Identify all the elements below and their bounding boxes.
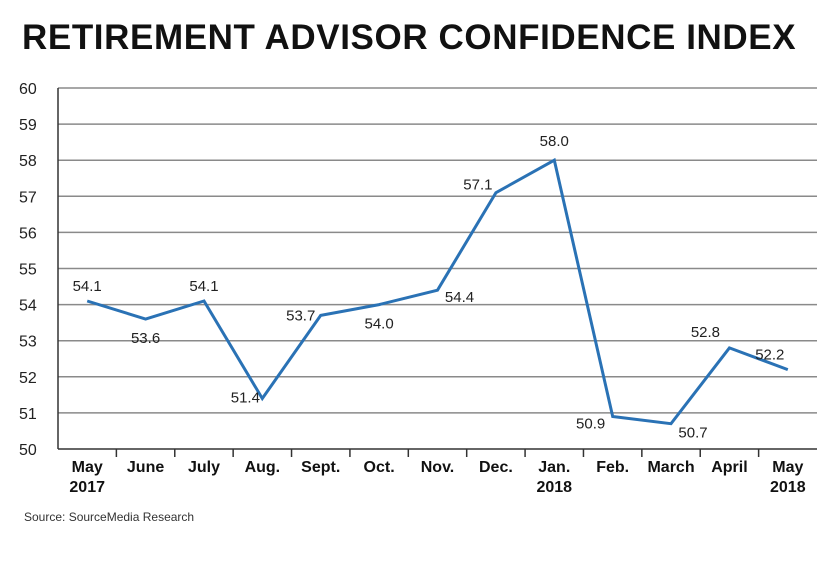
- y-tick-label: 50: [19, 442, 37, 459]
- data-label: 58.0: [540, 133, 569, 150]
- x-tick-label: Dec.: [479, 459, 513, 476]
- data-labels: 54.1 53.6 54.1 51.4 53.7 54.0 54.4 57.1 58.0 50.9…: [73, 133, 785, 442]
- data-label: 50.9: [576, 416, 605, 433]
- y-tick-label: 51: [19, 406, 37, 423]
- data-label: 57.1: [463, 177, 492, 194]
- x-axis: May 2017 June July Aug. Sept. Oct. Nov. Dec. Jan.…: [58, 448, 817, 496]
- source-note: Source: SourceMedia Research: [24, 510, 195, 524]
- data-label: 52.8: [691, 324, 720, 341]
- x-tick-label: March: [647, 459, 694, 476]
- x-tick-label: July: [188, 459, 220, 476]
- data-label: 54.1: [73, 278, 102, 295]
- y-tick-label: 57: [19, 189, 37, 206]
- y-axis: 50 51 52 53 54 55 56 57 58 59 60: [19, 81, 59, 459]
- y-tick-label: 60: [19, 81, 37, 98]
- x-tick-label: Nov.: [421, 459, 454, 476]
- gridlines: [58, 87, 817, 414]
- x-tick-label: May: [72, 459, 103, 476]
- y-tick-label: 59: [19, 117, 37, 134]
- data-label: 53.6: [131, 330, 160, 347]
- y-tick-label: 55: [19, 262, 37, 279]
- y-tick-label: 58: [19, 153, 37, 170]
- x-tick-label: May: [772, 459, 803, 476]
- x-tick-label: Sept.: [301, 459, 340, 476]
- y-tick-label: 52: [19, 370, 37, 387]
- x-tick-label: Oct.: [364, 459, 395, 476]
- x-tick-label: June: [127, 459, 164, 476]
- x-tick-label: 2017: [69, 479, 105, 496]
- x-tick-label: April: [711, 459, 747, 476]
- y-tick-label: 56: [19, 225, 37, 242]
- y-tick-label: 54: [19, 298, 37, 315]
- x-tick-label: 2018: [536, 479, 572, 496]
- x-tick-label: 2018: [770, 479, 806, 496]
- data-label: 51.4: [231, 389, 260, 406]
- y-tick-label: 53: [19, 334, 37, 351]
- series-line-group: [86, 157, 789, 426]
- data-label: 53.7: [286, 307, 315, 324]
- data-label: 50.7: [678, 425, 707, 442]
- data-label: 54.4: [445, 289, 474, 306]
- data-label: 54.0: [365, 316, 394, 333]
- x-tick-label: Jan.: [538, 459, 570, 476]
- chart-title: RETIREMENT ADVISOR CONFIDENCE INDEX: [22, 18, 797, 57]
- data-label: 52.2: [755, 347, 784, 364]
- x-tick-label: Aug.: [245, 459, 281, 476]
- x-tick-label: Feb.: [596, 459, 629, 476]
- data-label: 54.1: [189, 278, 218, 295]
